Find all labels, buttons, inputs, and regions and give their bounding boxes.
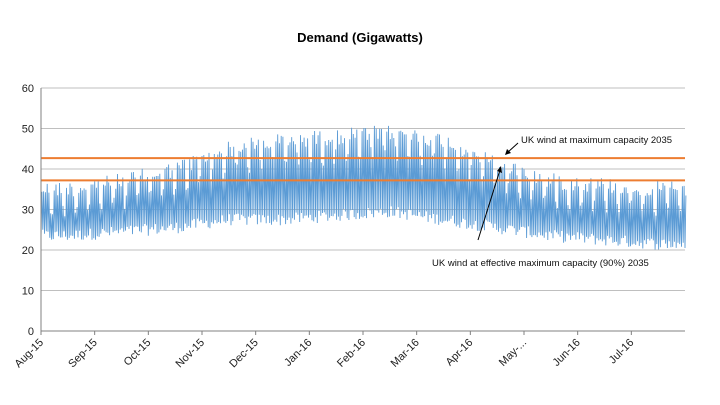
x-tick-label-8: Apr-16	[444, 337, 476, 369]
annotation-arrowhead-max	[505, 149, 511, 155]
annotation-arrowhead-effective	[497, 166, 502, 173]
x-tick-label-0: Aug-15	[13, 337, 47, 371]
x-tick-label-3: Nov-15	[174, 337, 208, 371]
y-tick-label-60: 60	[22, 83, 34, 95]
y-tick-label-50: 50	[22, 124, 34, 136]
y-tick-label-0: 0	[28, 326, 34, 338]
y-tick-label-40: 40	[22, 164, 34, 176]
x-tick-label-11: Jul-16	[607, 337, 637, 367]
x-tick-label-1: Sep-15	[66, 337, 100, 371]
y-tick-label-30: 30	[22, 205, 34, 217]
x-tick-label-6: Feb-16	[335, 337, 368, 370]
annotation-arrow-effective	[477, 169, 501, 241]
annotation-max-capacity: UK wind at maximum capacity 2035	[521, 135, 672, 146]
x-tick-label-4: Dec-15	[227, 337, 261, 371]
x-tick-label-2: Oct-15	[122, 337, 154, 369]
chart-title: Demand (Gigawatts)	[297, 30, 423, 45]
y-tick-label-10: 10	[22, 286, 34, 298]
reference-lines	[41, 157, 685, 182]
x-tick-label-5: Jan-16	[282, 337, 314, 369]
demand-series	[40, 125, 687, 250]
x-tick-label-9: May-...	[497, 337, 529, 369]
annotation-effective-capacity: UK wind at effective maximum capacity (9…	[432, 258, 649, 269]
x-tick-label-10: Jun-16	[551, 337, 583, 369]
annotations: UK wind at maximum capacity 2035 UK wind…	[432, 135, 672, 269]
x-tick-label-7: Mar-16	[389, 337, 422, 370]
demand-line	[40, 125, 687, 250]
y-tick-label-20: 20	[22, 245, 34, 257]
